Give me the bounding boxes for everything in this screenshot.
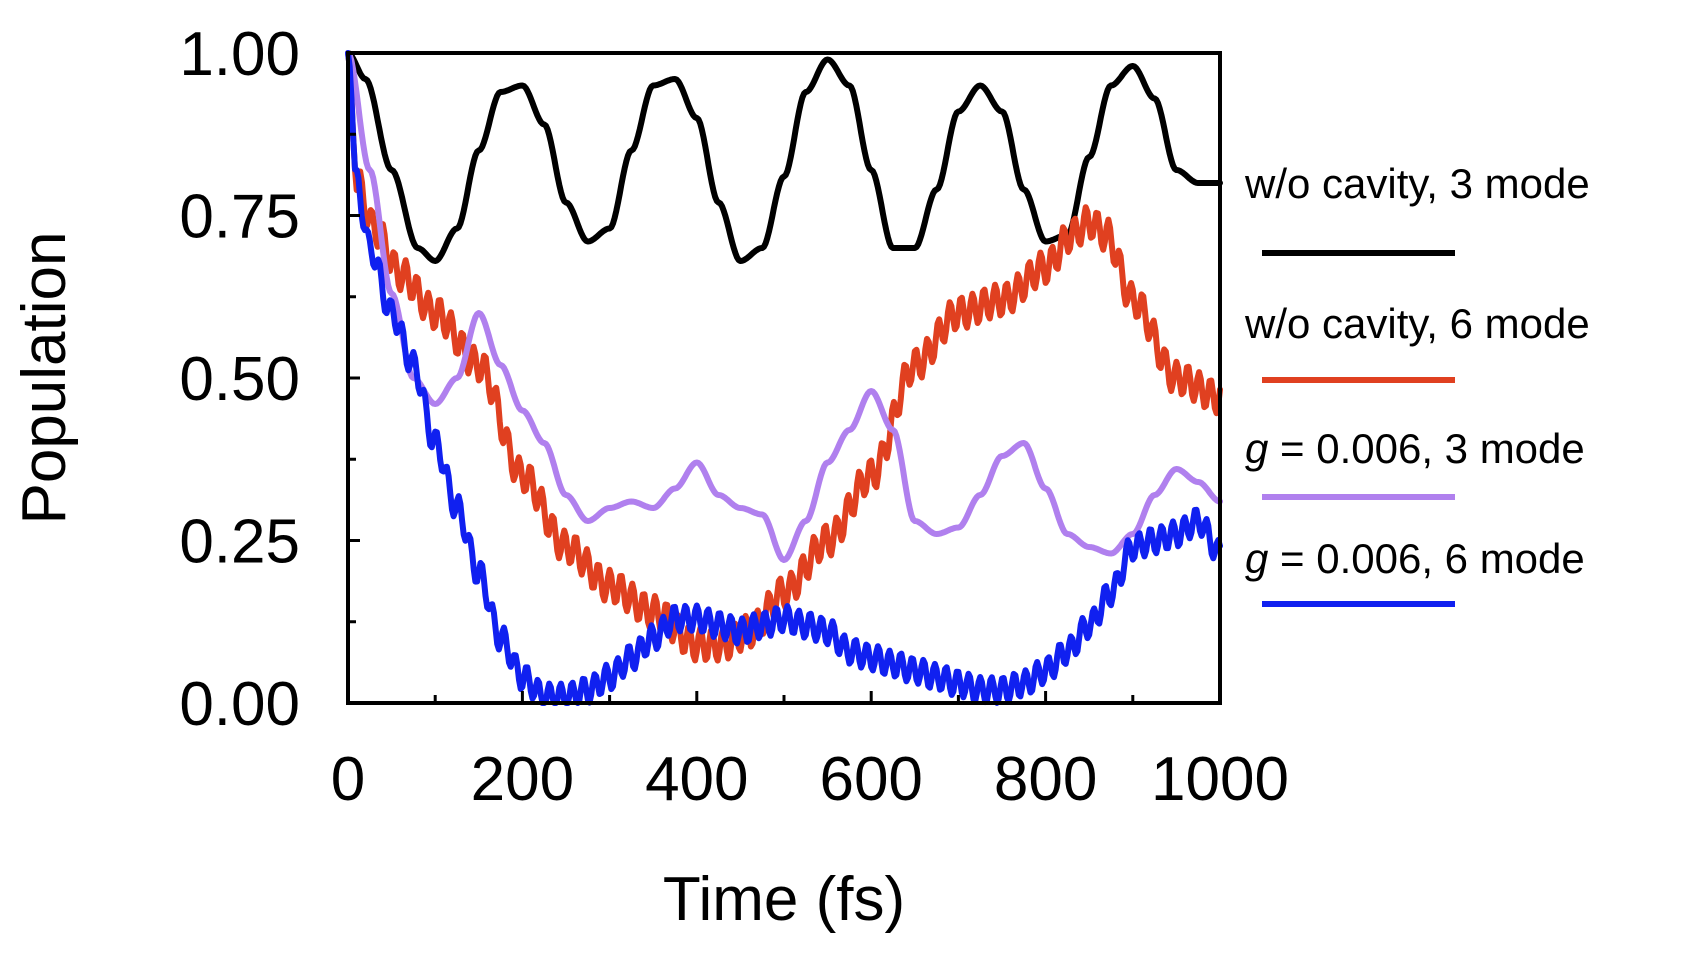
y-tick-label: 0.25 xyxy=(179,508,300,577)
series-line-1 xyxy=(345,50,1223,264)
x-tick-label: 600 xyxy=(819,745,922,814)
y-axis-title: Population xyxy=(10,231,79,524)
series-line-3 xyxy=(345,50,1223,563)
x-tick-label: 0 xyxy=(331,745,365,814)
y-tick-label: 1.00 xyxy=(179,20,300,89)
x-axis-title: Time (fs) xyxy=(663,865,905,934)
series-layer xyxy=(345,50,1223,706)
legend-label-2: w/o cavity, 6 mode xyxy=(1244,300,1590,347)
x-tick-label: 400 xyxy=(645,745,748,814)
series-line-4 xyxy=(345,50,1223,706)
x-tick-label: 1000 xyxy=(1151,745,1289,814)
legend-label-4: g = 0.006, 6 mode xyxy=(1245,535,1585,582)
tick-layer: 0 200 400 600 800 1000 0.00 0.25 0.50 0.75 1.00 xyxy=(179,20,1289,814)
y-tick-label: 0.75 xyxy=(179,183,300,252)
y-tick-label: 0.00 xyxy=(179,670,300,739)
legend: w/o cavity, 3 mode w/o cavity, 6 mode g = … xyxy=(1244,160,1590,607)
series-line-2 xyxy=(345,50,1223,664)
y-tick-label: 0.50 xyxy=(179,345,300,414)
legend-label-1: w/o cavity, 3 mode xyxy=(1244,160,1590,207)
legend-label-3: g = 0.006, 3 mode xyxy=(1245,425,1585,472)
x-tick-label: 800 xyxy=(994,745,1097,814)
x-tick-label: 200 xyxy=(471,745,574,814)
